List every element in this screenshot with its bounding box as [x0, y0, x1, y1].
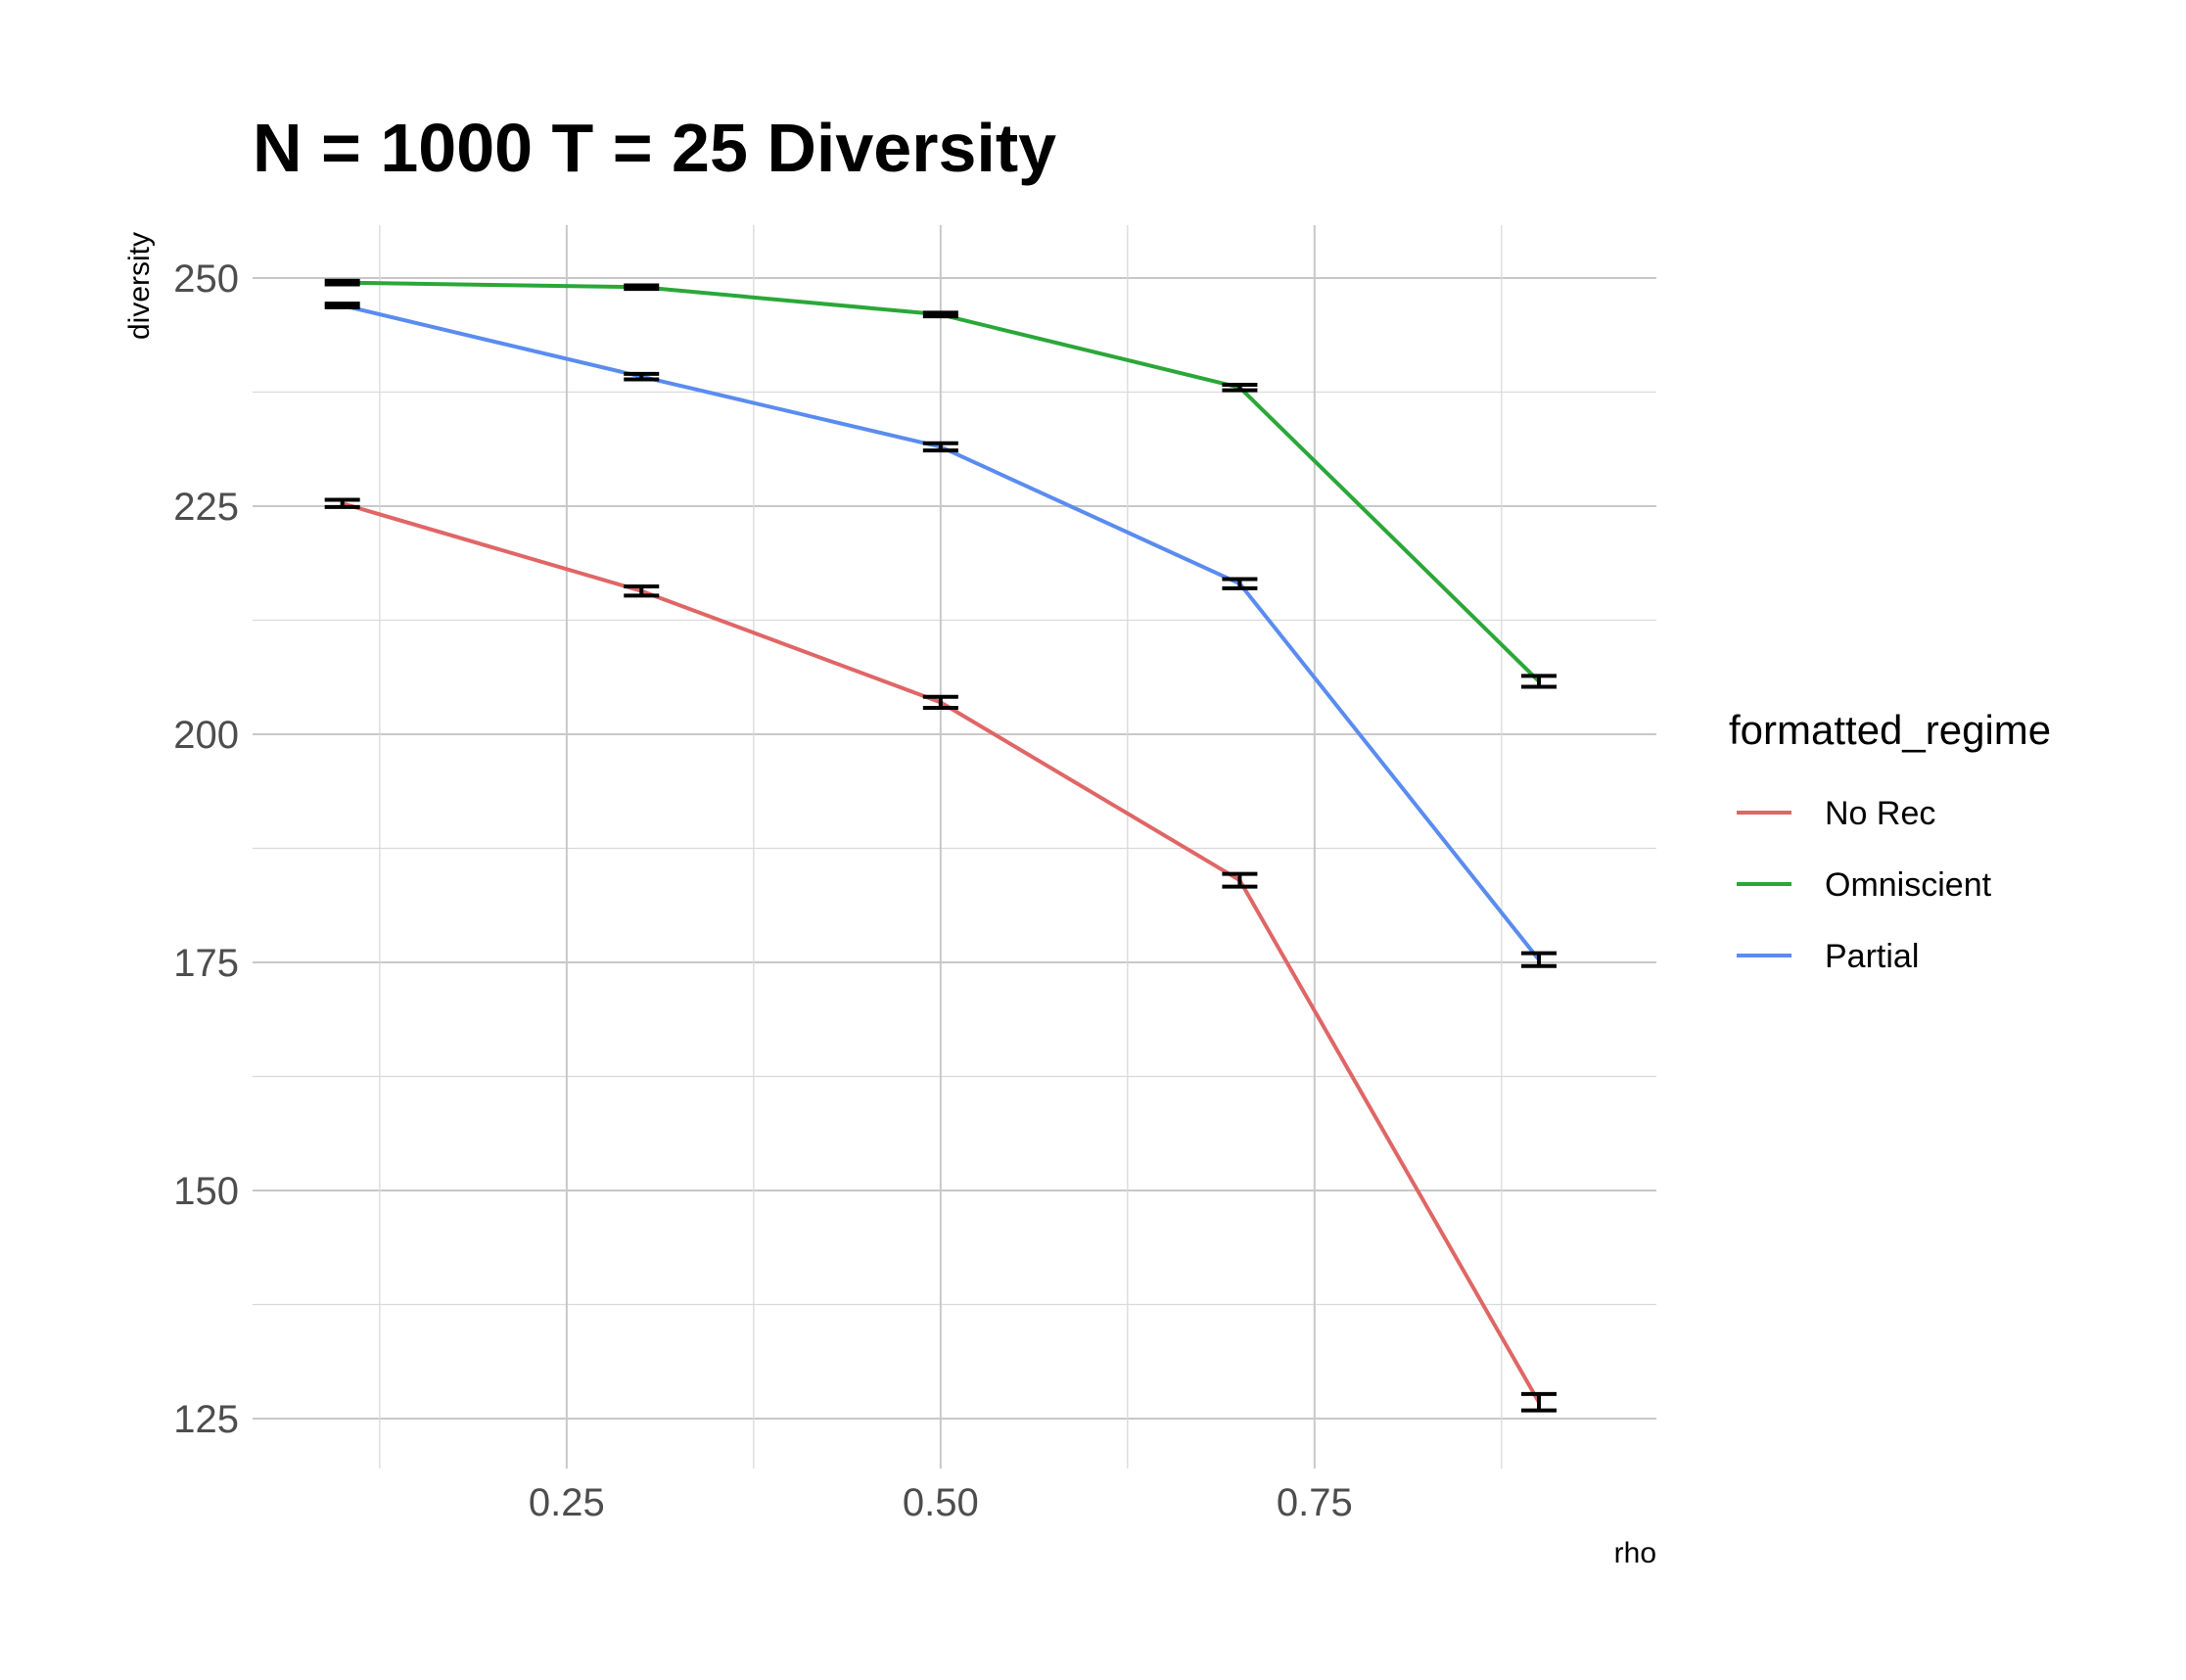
error-bar-partial — [1521, 951, 1557, 968]
error-bar-omniscient — [922, 310, 958, 319]
error-bar-partial — [1222, 577, 1258, 590]
x-tick-label: 0.25 — [529, 1481, 605, 1524]
error-bar-partial — [922, 441, 958, 453]
error-bar-omniscient — [1521, 674, 1557, 689]
legend-label-omniscient: Omniscient — [1825, 866, 1992, 904]
legend-item-no-rec: No Rec — [1737, 795, 1935, 832]
legend: No Rec Omniscient Partial — [1737, 795, 1992, 975]
x-axis-title: rho — [1614, 1537, 1656, 1569]
y-axis-title: diversity — [123, 232, 156, 340]
error-bar-partial — [624, 371, 660, 382]
legend-title: formatted_regime — [1729, 707, 2051, 753]
legend-label-no-rec: No Rec — [1825, 795, 1935, 832]
error-bar-no-rec — [624, 584, 660, 598]
legend-item-omniscient: Omniscient — [1737, 866, 1992, 904]
error-bar-omniscient — [324, 278, 360, 287]
y-tick-label: 225 — [173, 486, 239, 529]
legend-item-partial: Partial — [1737, 938, 1919, 975]
error-bar-no-rec — [1222, 871, 1258, 889]
x-tick-label: 0.50 — [903, 1481, 979, 1524]
y-tick-label: 250 — [173, 257, 239, 301]
error-bars — [324, 278, 1557, 1413]
error-bar-no-rec — [324, 497, 360, 509]
error-bar-no-rec — [1521, 1391, 1557, 1413]
x-tick-labels: 0.25 0.50 0.75 — [529, 1481, 1353, 1524]
y-tick-label: 150 — [173, 1170, 239, 1213]
x-tick-label: 0.75 — [1277, 1481, 1353, 1524]
error-bar-partial — [324, 302, 360, 309]
grid — [253, 225, 1656, 1469]
error-bar-omniscient — [1222, 383, 1258, 393]
y-tick-labels: 125 150 175 200 225 250 — [173, 257, 239, 1441]
y-tick-label: 200 — [173, 714, 239, 757]
y-tick-label: 175 — [173, 942, 239, 985]
error-bar-omniscient — [624, 283, 660, 292]
chart-title: N = 1000 T = 25 Diversity — [253, 110, 1056, 186]
error-bar-no-rec — [922, 694, 958, 710]
y-tick-label: 125 — [173, 1398, 239, 1441]
legend-label-partial: Partial — [1825, 938, 1919, 975]
